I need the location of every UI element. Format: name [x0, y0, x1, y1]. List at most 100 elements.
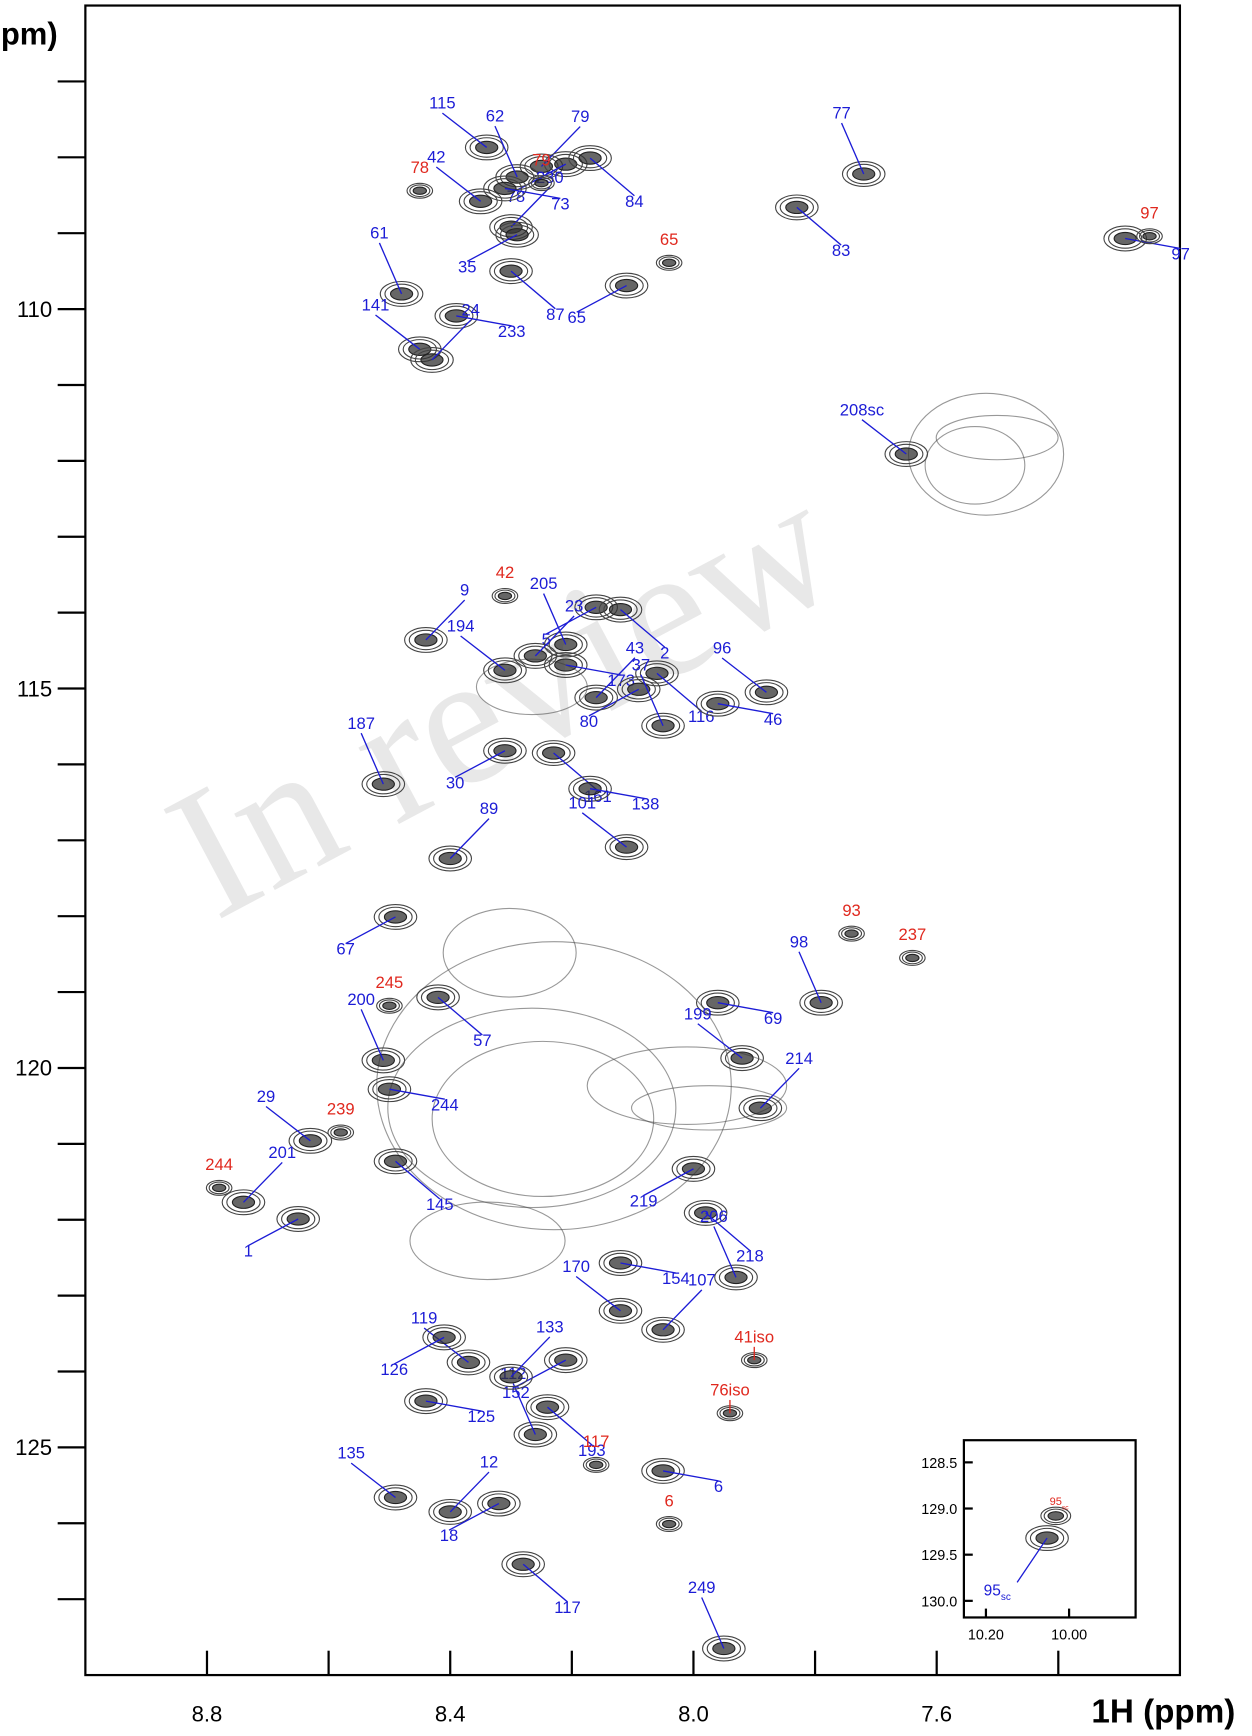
leader-line [437, 996, 483, 1036]
leader-line [656, 672, 702, 712]
peak-contour [743, 1097, 778, 1119]
peak-label: 96 [713, 639, 731, 658]
leader-line [701, 1597, 725, 1649]
peak-contour [276, 1206, 321, 1232]
peak-contour [428, 845, 473, 872]
leader-line [534, 615, 575, 657]
peak-contour [598, 1297, 643, 1324]
peak-contour [426, 1327, 462, 1348]
peak [456, 1355, 481, 1370]
peak-label: 84 [625, 192, 643, 211]
peak-contour [543, 1347, 588, 1374]
leader-line [393, 1336, 445, 1365]
peak-contour [528, 175, 555, 192]
peak-contour [658, 256, 680, 270]
peak-contour [548, 634, 583, 655]
leader-line [454, 750, 506, 778]
peak-contour [1108, 228, 1143, 249]
leader-line [565, 664, 622, 676]
leader-line [595, 657, 636, 699]
peak-contour [582, 1456, 610, 1473]
peak-contour [330, 1126, 352, 1139]
peak-contour [1136, 228, 1163, 245]
peak-label: 89 [480, 799, 498, 818]
peak-contour [803, 992, 839, 1013]
peak-contour [695, 690, 740, 717]
leader-line [581, 812, 627, 848]
peak-contour [506, 1554, 541, 1575]
peak-label: 173 [607, 671, 635, 690]
peak-contour [572, 147, 608, 169]
peak-contour [446, 1349, 491, 1376]
peak-label: 79 [571, 107, 589, 126]
peak-label: 6 [714, 1477, 723, 1496]
peak-label: 194 [447, 617, 475, 636]
inset-peak-label: 95sc [1050, 1496, 1070, 1511]
peak-contour [464, 134, 509, 161]
peak-contour [518, 645, 553, 667]
peak-contour [378, 999, 400, 1013]
leader-line [588, 688, 640, 717]
peak [661, 1519, 677, 1529]
peak-contour [658, 1517, 680, 1531]
peak-contour [641, 1316, 685, 1343]
label-main: 95 [1050, 1496, 1062, 1508]
peak-contour [525, 1394, 570, 1421]
leader-line [425, 599, 466, 641]
peak [231, 1195, 256, 1209]
peak-label: 67 [336, 940, 354, 959]
peak-contour [889, 443, 924, 465]
peak-contour [378, 906, 413, 928]
leader-line [248, 1218, 299, 1247]
leader-line [717, 1002, 774, 1014]
peak-label: 233 [498, 322, 526, 341]
leader-line [1016, 1537, 1048, 1583]
leader-line [576, 284, 627, 313]
peak-label: 69 [764, 1009, 782, 1028]
peak-label: 1 [244, 1242, 253, 1261]
peak-label: 101 [568, 793, 596, 812]
leader-line [360, 732, 384, 785]
peak-contour [378, 1487, 413, 1508]
peak-contour [499, 224, 535, 245]
peak-contour [530, 1396, 565, 1418]
peak-contour [288, 1127, 333, 1154]
peak-label: 62 [486, 107, 504, 126]
peak-contour [645, 715, 681, 736]
peak-contour [799, 989, 843, 1016]
peak-label: 76iso [710, 1381, 750, 1400]
peak-label: 237 [899, 925, 927, 944]
inset-y-tick-label: 129.0 [921, 1502, 957, 1518]
peak-label: 115 [429, 94, 455, 113]
peak-label: 245 [376, 973, 404, 992]
leader-line [449, 1471, 490, 1513]
peak-contour [416, 984, 460, 1011]
x-tick-label: 7.6 [921, 1702, 952, 1727]
inset-y-tick-label: 130.0 [921, 1594, 957, 1610]
peak-label: 219 [630, 1192, 658, 1211]
peak-contour [483, 737, 527, 764]
leader-line [759, 1067, 800, 1109]
peak-label: 116 [688, 707, 714, 726]
peak-contour [422, 1324, 466, 1351]
peak-contour [655, 1516, 683, 1533]
label-sub: sc [1062, 1504, 1069, 1511]
leader-line [620, 609, 666, 648]
peak-label: 12 [480, 1453, 498, 1472]
leader-line [441, 112, 488, 148]
peak-label: 83 [832, 241, 850, 260]
peak-contour [208, 1181, 230, 1195]
leader-line [861, 419, 907, 455]
peak [211, 1183, 227, 1193]
peak-label: 206 [700, 1207, 728, 1226]
y-tick-label: 120 [15, 1056, 52, 1081]
leader-line [545, 606, 597, 635]
peak-contour [899, 949, 926, 966]
peak [730, 1051, 754, 1065]
peak-contour [428, 1498, 473, 1525]
peak-contour [481, 1493, 517, 1514]
peak-label: 30 [446, 773, 464, 792]
peak-contour [495, 221, 539, 248]
peak-label: 208sc [840, 400, 884, 419]
watermark: In review [137, 437, 868, 958]
